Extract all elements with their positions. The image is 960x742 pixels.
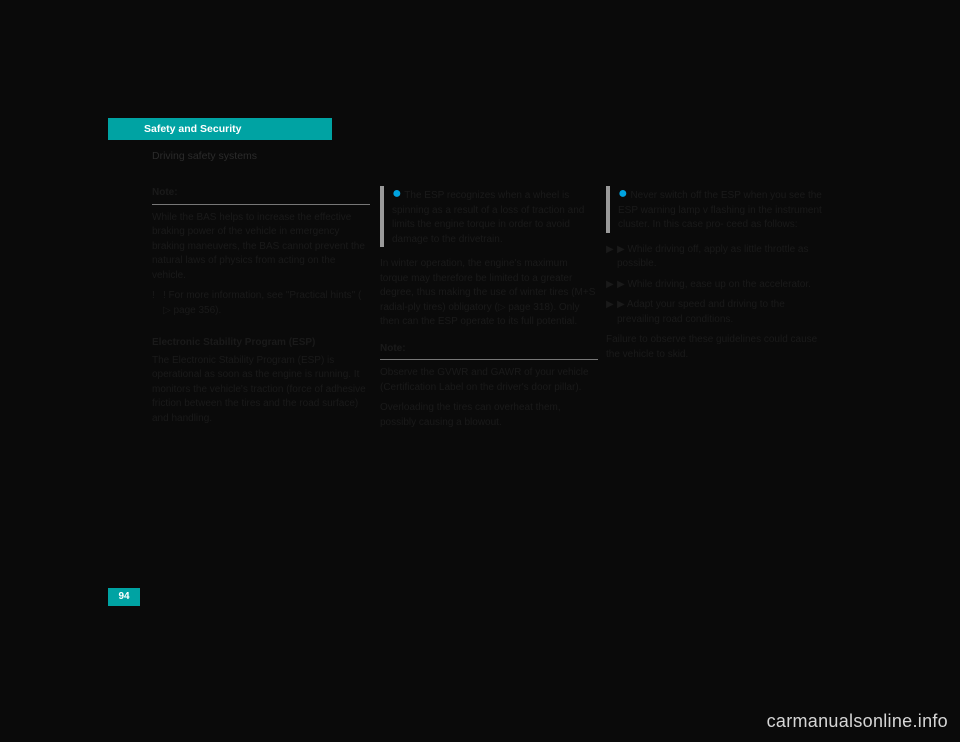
winter-operation-para: In winter operation, the engine's maximu…	[380, 257, 598, 330]
note-heading-2: Note:	[380, 342, 598, 357]
info-text-a: The ESP recognizes when a wheel is spinn…	[392, 190, 584, 216]
page-number: 94	[108, 588, 140, 606]
esp-body: The Electronic Stability Program (ESP) i…	[152, 354, 370, 427]
divider	[380, 359, 598, 360]
list-text-3: ▶ Adapt your speed and driving to the pr…	[617, 299, 785, 325]
note-heading: Note:	[152, 186, 370, 201]
info-block: ● The ESP recognizes when a wheel is spi…	[380, 186, 598, 247]
esp-heading: Electronic Stability Program (ESP)	[152, 336, 370, 351]
triangle-icon: ▶	[606, 243, 614, 258]
triangle-icon: ▶	[606, 278, 614, 293]
column-3: ● Never switch off the ESP when you see …	[606, 186, 824, 368]
info2-text-c: ceed as follows:	[726, 219, 797, 230]
info-text-b: limits the engine torque in order to avo…	[392, 219, 570, 245]
exclamation-icon: !	[152, 289, 155, 304]
info-icon: ●	[618, 185, 628, 202]
list-item: ▶ ▶ While driving, ease up on the accele…	[606, 278, 824, 293]
xref-text: ! For more information, see "Practical h…	[163, 290, 361, 316]
list-item: ▶ ▶ Adapt your speed and driving to the …	[606, 298, 824, 327]
manual-page: Safety and Security Driving safety syste…	[60, 30, 900, 650]
note-body-2a: Observe the GVWR and GAWR of your vehicl…	[380, 366, 598, 395]
column-1: Note: While the BAS helps to increase th…	[152, 186, 370, 432]
spacer	[152, 324, 370, 336]
list-text-2: ▶ While driving, ease up on the accelera…	[617, 279, 811, 290]
section-tab-label: Safety and Security	[144, 123, 241, 135]
xref-para: ! ! For more information, see "Practical…	[152, 289, 370, 318]
note-body-2b: Overloading the tires can overheat them,…	[380, 401, 598, 430]
divider	[152, 204, 370, 205]
xref-lead: ! For more information, see "Practical h…	[163, 290, 361, 301]
list-item: ▶ ▶ While driving off, apply as little t…	[606, 243, 824, 272]
column-2: ● The ESP recognizes when a wheel is spi…	[380, 186, 598, 436]
triangle-icon: ▶	[606, 298, 614, 313]
info-icon: ●	[392, 185, 402, 202]
esp-lamp-icon: v	[703, 205, 708, 216]
xref-page: ▷ page 356).	[163, 305, 221, 316]
section-tab: Safety and Security	[108, 118, 332, 140]
section-subtitle: Driving safety systems	[152, 150, 257, 162]
info-block-2: ● Never switch off the ESP when you see …	[606, 186, 824, 233]
list-text-1: ▶ While driving off, apply as little thr…	[617, 244, 808, 270]
watermark: carmanualsonline.info	[767, 711, 948, 732]
note-body: While the BAS helps to increase the effe…	[152, 211, 370, 284]
tail-para: Failure to observe these guidelines coul…	[606, 333, 824, 362]
